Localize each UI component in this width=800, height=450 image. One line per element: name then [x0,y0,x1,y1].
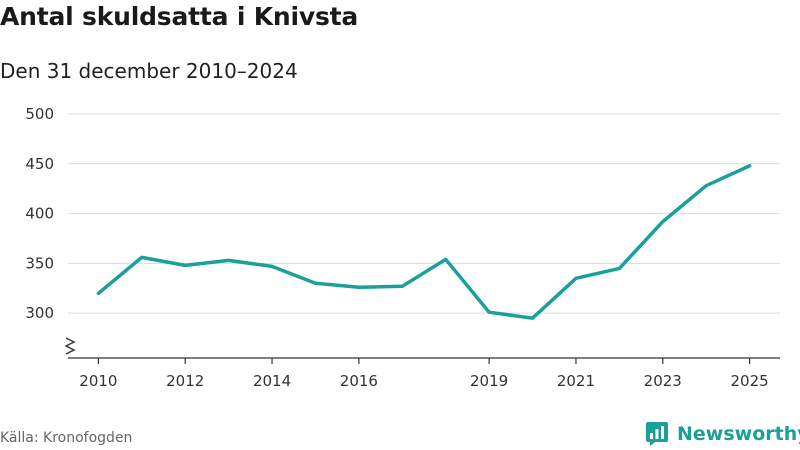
zigzag-axis-break-icon [64,337,76,355]
source-note: Källa: Kronofogden [0,430,133,446]
x-tick-label-2012: 2012 [166,372,204,390]
x-tick-label-2023: 2023 [644,372,682,390]
x-tick-label-2010: 2010 [79,372,117,390]
y-tick-label-350: 350 [25,254,54,272]
y-tick-label-300: 300 [25,304,54,322]
series-line-0 [96,164,752,320]
x-tick-label-2021: 2021 [557,372,595,390]
chart-title: Antal skuldsatta i Knivsta [0,2,359,31]
x-tick-label-2014: 2014 [253,372,291,390]
y-tick-label-400: 400 [25,205,54,223]
x-tick-label-2016: 2016 [340,372,378,390]
brand-name: Newsworthy [677,423,800,445]
y-tick-label-450: 450 [25,155,54,173]
x-tick-label-2019: 2019 [470,372,508,390]
y-tick-label-500: 500 [25,105,54,123]
x-tick-label-2025: 2025 [731,372,769,390]
chart-subtitle: Den 31 december 2010–2024 [0,59,298,83]
brand: Newsworthy [645,421,800,447]
newsworthy-logo-icon [646,422,668,446]
